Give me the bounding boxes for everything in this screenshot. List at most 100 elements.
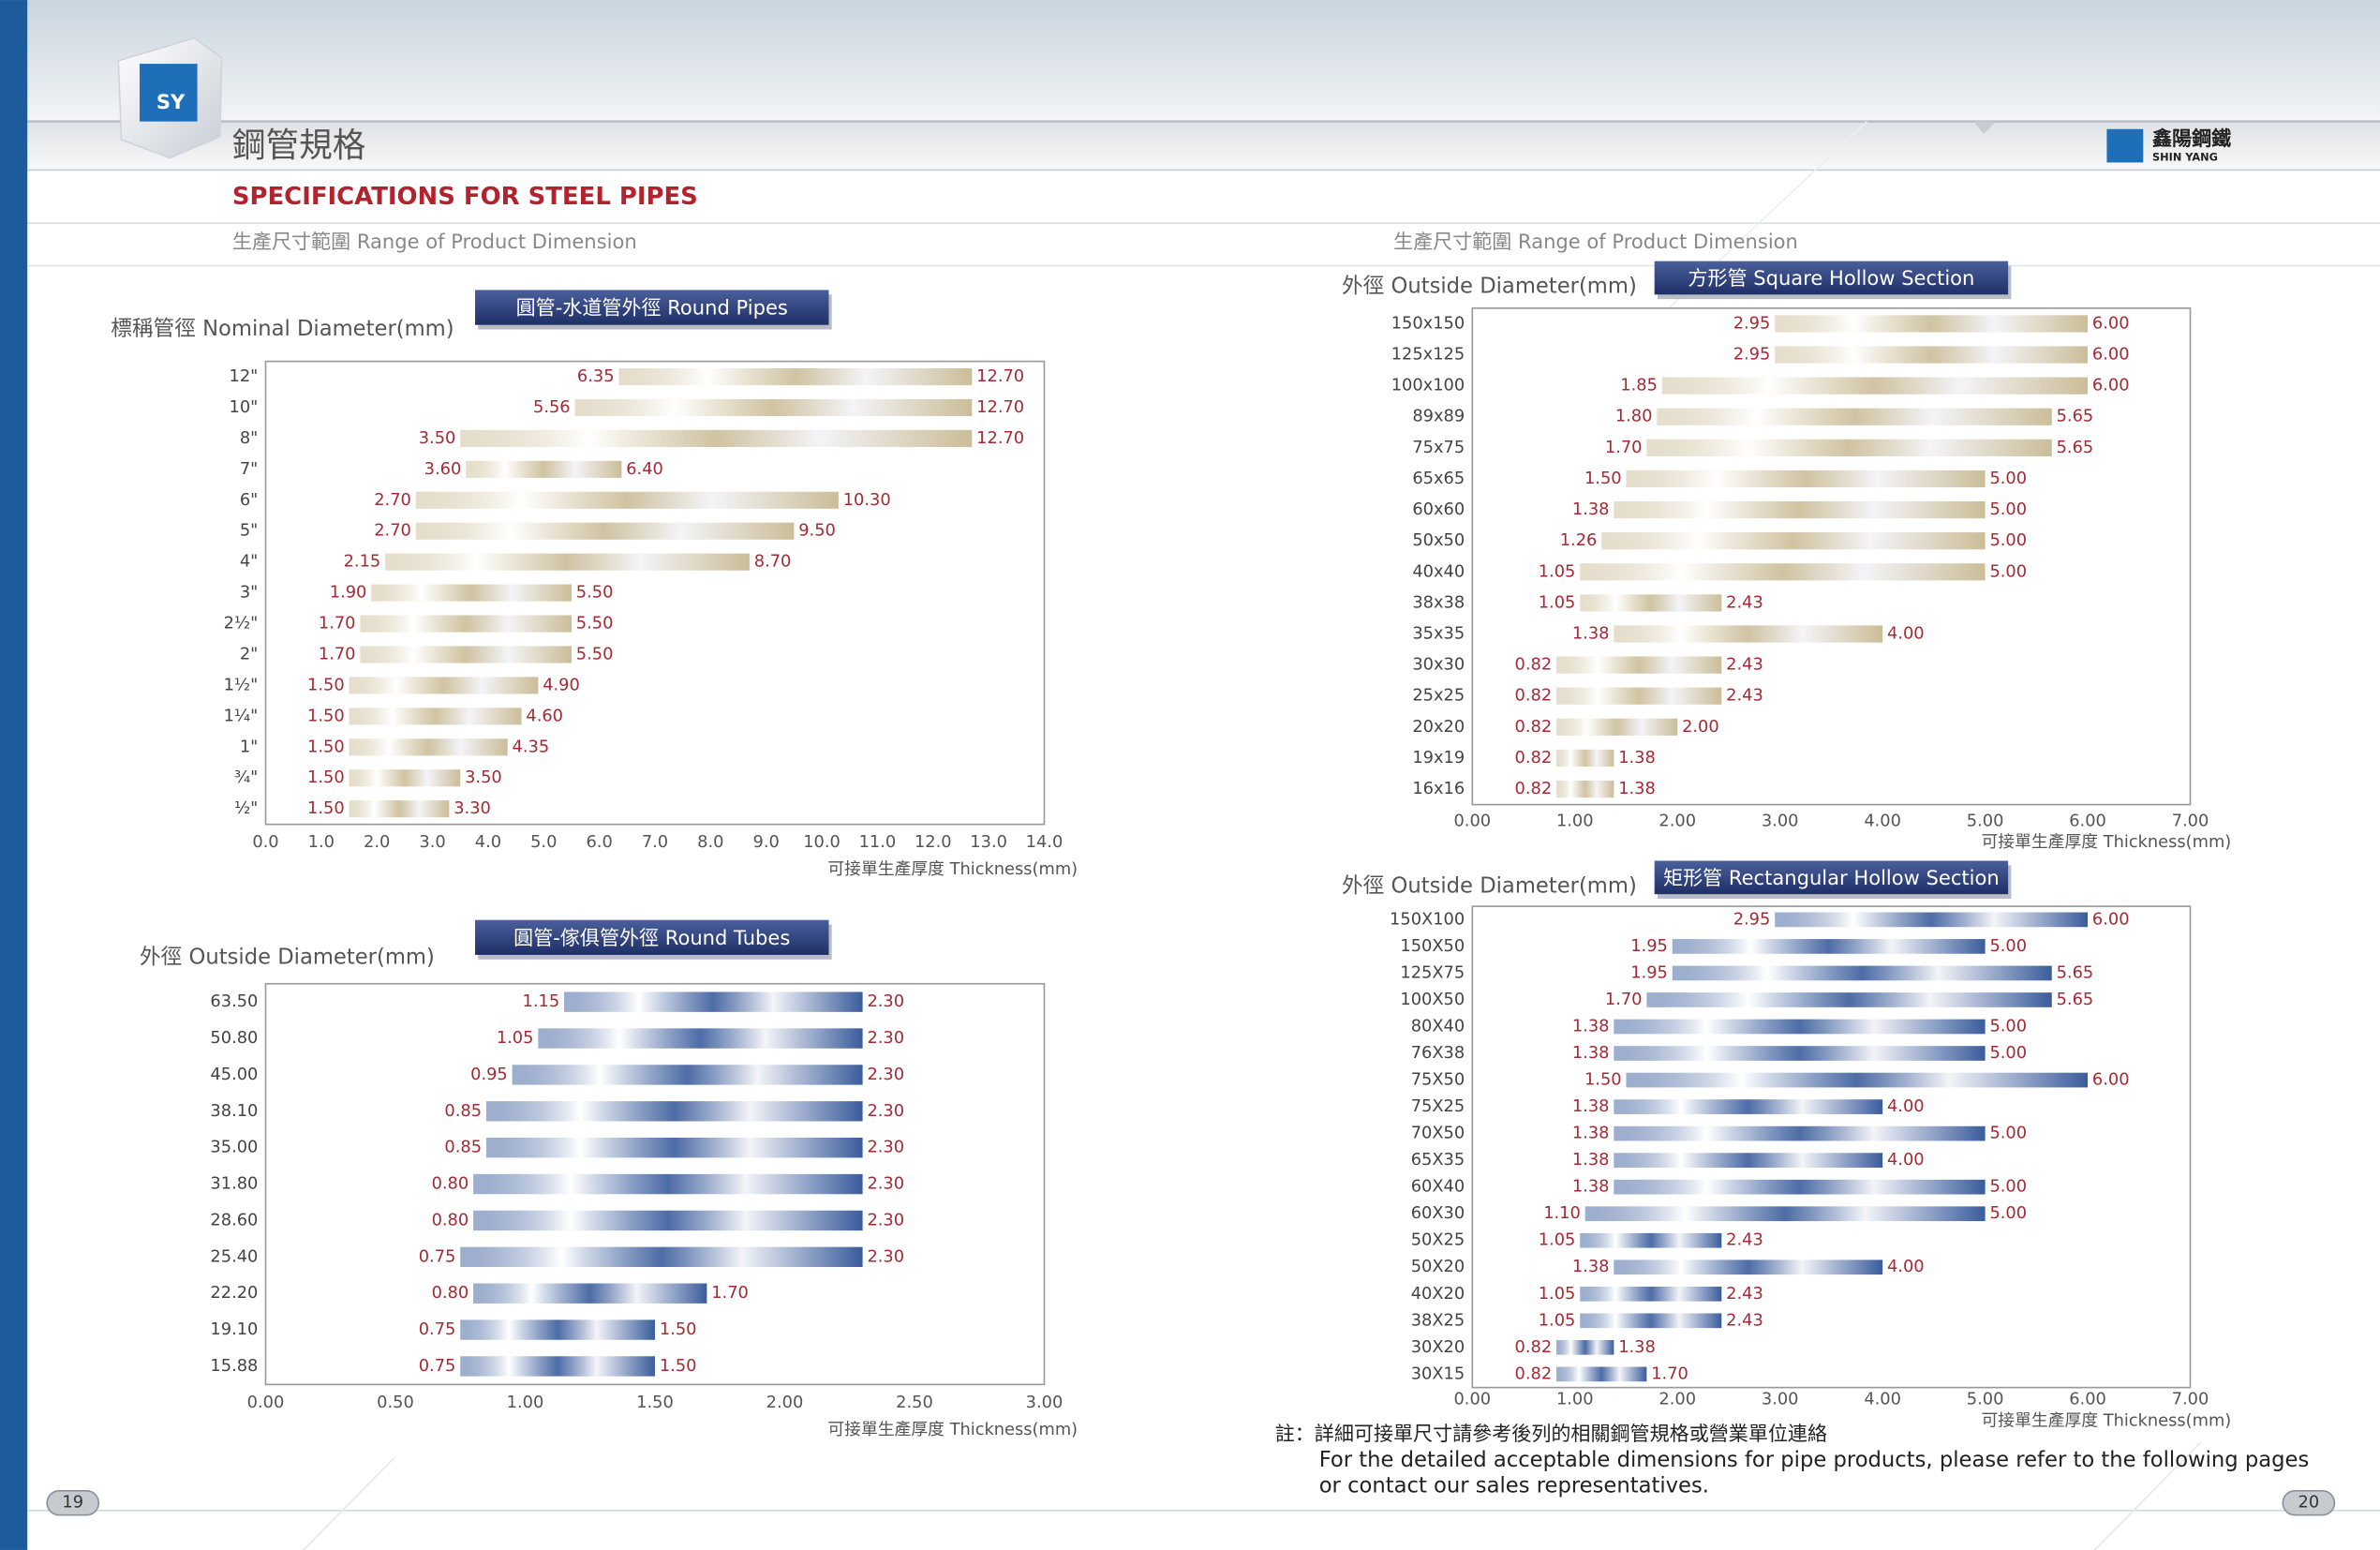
y-tick-label: 150X100 <box>1390 909 1465 929</box>
y-tick-label: 40x40 <box>1412 561 1465 581</box>
value-label: 2.70 <box>374 490 411 510</box>
bar <box>485 1137 863 1158</box>
bar <box>1657 408 2052 425</box>
bar <box>385 553 750 571</box>
y-tick-label: 75X25 <box>1411 1096 1465 1116</box>
value-label: 0.82 <box>1515 1364 1553 1383</box>
bar <box>1556 749 1614 768</box>
y-axis-title: 外徑 Outside Diameter(mm) <box>1342 874 1637 899</box>
y-tick-label: 50x50 <box>1412 530 1465 550</box>
value-label: 6.00 <box>2092 313 2130 333</box>
value-label: 6.35 <box>577 366 615 386</box>
bar <box>1584 1206 1986 1222</box>
plot-frame <box>1471 905 2192 1389</box>
y-tick-label: 63.50 <box>210 991 258 1011</box>
y-tick-label: 70X50 <box>1411 1124 1465 1143</box>
value-label: 1.50 <box>307 706 345 725</box>
bar <box>1556 1366 1647 1382</box>
y-tick-label: 30X15 <box>1411 1364 1465 1383</box>
bar <box>460 429 973 447</box>
x-tick-label: 9.0 <box>753 832 780 852</box>
x-tick-label: 0.00 <box>247 1393 285 1412</box>
value-label: 1.50 <box>307 798 345 818</box>
value-label: 1.50 <box>1584 1070 1622 1090</box>
value-label: 2.43 <box>1726 1284 1763 1304</box>
value-label: 5.00 <box>1989 561 2027 581</box>
value-label: 1.90 <box>330 583 367 603</box>
bar <box>574 398 973 417</box>
y-tick-label: 30x30 <box>1412 655 1465 675</box>
value-label: 0.82 <box>1515 686 1553 706</box>
y-tick-label: 1½" <box>224 675 259 694</box>
value-label: 1.70 <box>711 1283 749 1303</box>
bar <box>349 738 508 756</box>
bar <box>1601 532 1986 550</box>
bar <box>1614 1153 1883 1168</box>
y-tick-label: 125X75 <box>1400 962 1465 982</box>
x-axis-title: 可接單生產厚度 Thickness(mm) <box>827 859 1078 879</box>
value-label: 2.43 <box>1726 686 1763 706</box>
value-label: 5.65 <box>2057 962 2094 982</box>
value-label: 2.30 <box>867 991 904 1011</box>
page-title: 鋼管規格 <box>232 127 366 165</box>
y-tick-label: 7" <box>240 459 259 479</box>
header-band <box>0 0 2380 122</box>
value-label: 5.00 <box>1989 530 2027 550</box>
logo-mark: SY <box>156 90 186 113</box>
bar <box>1556 718 1678 736</box>
x-axis-title: 可接單生產厚度 Thickness(mm) <box>1981 1410 2231 1430</box>
value-label: 1.38 <box>1572 1124 1610 1143</box>
value-label: 1.38 <box>1618 748 1656 768</box>
y-tick-label: 38.10 <box>210 1101 258 1121</box>
value-label: 4.60 <box>526 706 563 725</box>
x-tick-label: 14.0 <box>1026 832 1064 852</box>
y-tick-label: ¾" <box>234 768 258 787</box>
x-tick-label: 7.00 <box>2172 1390 2209 1409</box>
value-label: 1.50 <box>660 1356 697 1376</box>
bar <box>512 1065 863 1085</box>
title-badge <box>475 290 829 325</box>
x-tick-label: 2.00 <box>766 1393 804 1412</box>
section-caption: 生產尺寸範圍 Range of Product Dimension <box>1393 230 1798 253</box>
y-tick-label: 38x38 <box>1412 592 1465 612</box>
value-label: 2.43 <box>1726 592 1763 612</box>
bar <box>1626 1072 2089 1088</box>
y-tick-label: 20x20 <box>1412 717 1465 737</box>
value-label: 5.50 <box>576 583 614 603</box>
x-tick-label: 2.50 <box>896 1393 933 1412</box>
value-label: 2.95 <box>1733 313 1771 333</box>
x-tick-label: 3.00 <box>1762 811 1799 830</box>
page-pill <box>46 1489 100 1516</box>
x-tick-label: 1.50 <box>636 1393 674 1412</box>
bar <box>1614 1099 1883 1114</box>
cube-face <box>140 64 198 122</box>
bar <box>349 708 522 725</box>
y-tick-label: 100X50 <box>1400 990 1465 1009</box>
bar <box>1580 594 1722 612</box>
value-label: 1.05 <box>497 1028 534 1048</box>
y-tick-label: 60x60 <box>1412 499 1465 519</box>
bar <box>1672 965 2052 981</box>
value-label: 2.30 <box>867 1210 904 1230</box>
bar <box>1626 469 1986 488</box>
value-label: 1.05 <box>1539 1230 1576 1250</box>
bar <box>1614 625 1883 643</box>
brand-name: 鑫陽鋼鐵 <box>2152 127 2231 150</box>
y-tick-label: 6" <box>240 490 259 510</box>
y-tick-label: ½" <box>234 798 258 818</box>
value-label: 1.50 <box>307 768 345 787</box>
x-tick-label: 10.0 <box>803 832 840 852</box>
bar <box>349 800 450 818</box>
title-badge <box>1654 261 2009 295</box>
value-label: 0.82 <box>1515 655 1553 675</box>
value-label: 0.85 <box>444 1101 482 1121</box>
y-tick-label: 50.80 <box>210 1028 258 1048</box>
value-label: 1.05 <box>1539 561 1576 581</box>
y-tick-label: 5" <box>240 521 259 541</box>
x-tick-label: 4.0 <box>475 832 501 852</box>
y-tick-label: 15.88 <box>210 1356 258 1376</box>
value-label: 0.75 <box>419 1319 456 1339</box>
value-label: 1.38 <box>1572 1016 1610 1036</box>
chart-title: 圓管-傢俱管外徑 Round Tubes <box>513 926 790 949</box>
x-tick-label: 13.0 <box>970 832 1007 852</box>
